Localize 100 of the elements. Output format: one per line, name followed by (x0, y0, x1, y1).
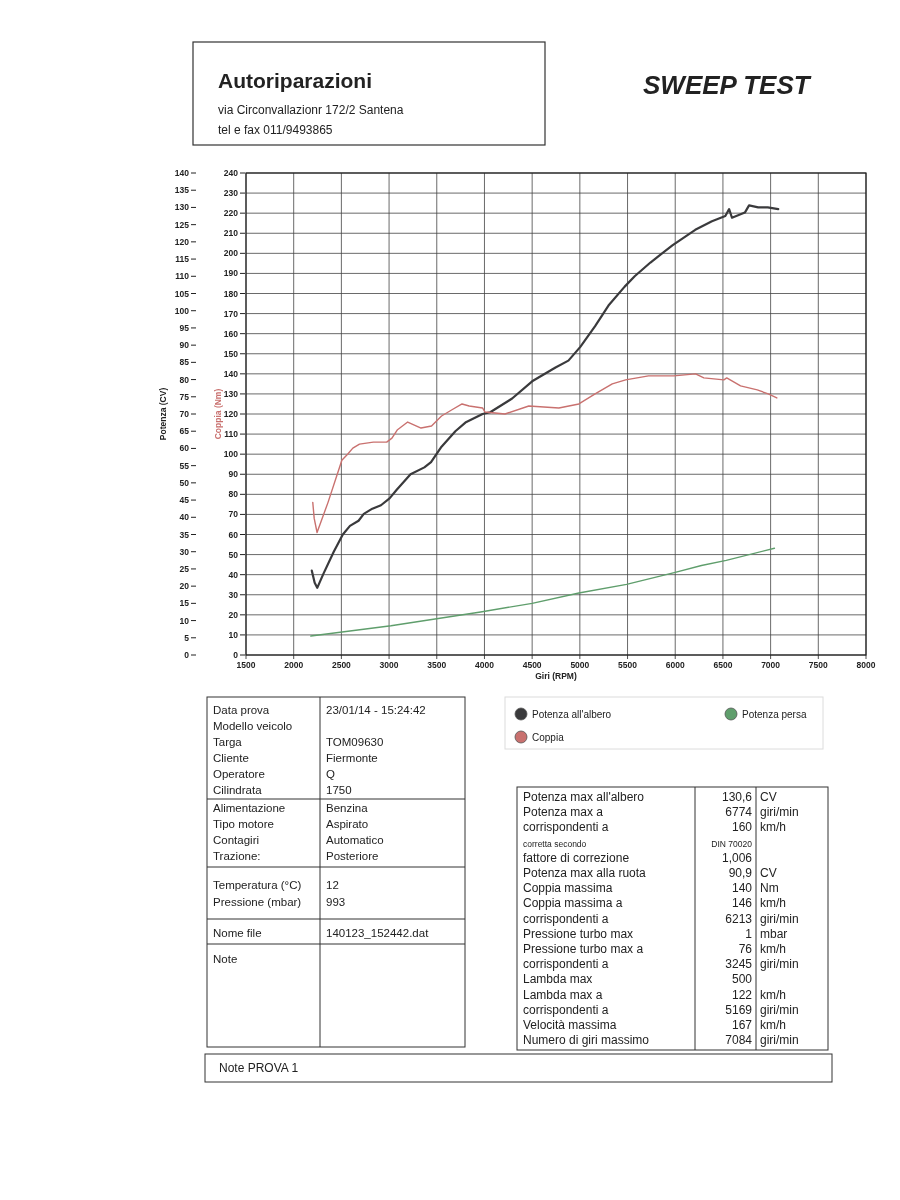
text: Numero di giri massimo (523, 1033, 650, 1048)
text: 76 (738, 942, 753, 956)
text: 5169 (725, 1002, 753, 1017)
chart-title: SWEEP TEST (643, 70, 812, 100)
text: Coppia massima a (523, 896, 623, 911)
text: Targa (213, 736, 243, 748)
text: km/h (760, 942, 787, 956)
y2-tick-label: 85 (179, 357, 190, 368)
y-tick-label: 190 (223, 268, 239, 279)
text: giri/min (760, 805, 799, 820)
y-tick-label: 140 (223, 368, 239, 379)
text: Velocità massima (523, 1018, 617, 1032)
legend-label: Potenza persa (742, 708, 807, 720)
y2-tick-label: 60 (179, 443, 190, 454)
y2-tick-label: 95 (179, 322, 190, 333)
text: fattore di correzione (523, 850, 630, 865)
x-tick-label: 7500 (808, 660, 829, 670)
y2-tick-label: 50 (179, 477, 190, 488)
text: giri/min (760, 1033, 799, 1048)
y2-tick-label: 0 (184, 650, 190, 660)
text: Trazione: (213, 850, 261, 862)
line-series (312, 373, 778, 534)
text: Alimentazione (213, 802, 286, 814)
x-tick-label: 4500 (522, 660, 542, 670)
y-tick-label: 60 (228, 529, 239, 540)
y-tick-label: 70 (228, 509, 239, 520)
text: 1 (745, 926, 753, 941)
y-tick-label: 210 (223, 228, 239, 239)
x-tick-label: 6000 (665, 660, 685, 670)
text: CV (760, 790, 777, 804)
x-tick-label: 4000 (475, 660, 495, 670)
y-tick-label: 170 (223, 308, 239, 319)
y-tick-label: 120 (223, 409, 239, 419)
text: Contagiri (213, 834, 260, 846)
text: 146 (731, 896, 753, 911)
y2-tick-label: 25 (179, 563, 190, 574)
y2-tick-label: 75 (179, 391, 190, 402)
y-tick-label: 90 (228, 469, 239, 480)
y2-tick-label: 120 (174, 236, 190, 247)
text: corrispondenti a (523, 1002, 609, 1017)
y2-tick-label: 125 (174, 219, 190, 230)
text: km/h (760, 820, 787, 835)
legend-label: Potenza all'albero (532, 708, 612, 720)
text: km/h (760, 1018, 787, 1032)
y2-tick-label: 90 (179, 340, 190, 351)
text: CV (760, 866, 777, 880)
x-tick-label: 2000 (284, 660, 304, 670)
x-axis-title: Giri (RPM) (535, 671, 577, 681)
y2-tick-label: 5 (184, 632, 190, 643)
text: Benzina (326, 802, 369, 814)
text: Cilindrata (213, 784, 263, 796)
y2-tick-label: 70 (179, 409, 190, 419)
text: Temperatura (°C) (213, 879, 302, 891)
y-tick-label: 30 (228, 589, 239, 600)
y2-tick-label: 140 (174, 168, 190, 178)
text: via Circonvallazionr 172/2 Santena (218, 103, 404, 117)
y-tick-label: 80 (228, 489, 239, 500)
y2-tick-label: 10 (179, 615, 190, 626)
y-tick-label: 160 (223, 328, 239, 339)
text: Fiermonte (326, 752, 378, 764)
text: Modello veicolo (213, 720, 293, 732)
text: km/h (760, 987, 787, 1002)
text: DIN 70020 (711, 838, 753, 849)
y2-tick-label: 35 (179, 529, 190, 540)
text: 90,9 (728, 866, 753, 880)
text: Data prova (213, 704, 270, 716)
text: Tipo motore (213, 818, 274, 830)
y-tick-label: 150 (223, 348, 239, 359)
text: 167 (731, 1018, 753, 1032)
y2-tick-label: 45 (179, 495, 190, 506)
text: Cliente (213, 752, 249, 764)
y2-tick-label: 65 (179, 426, 190, 437)
text: giri/min (760, 911, 799, 926)
y2-tick-label: 130 (174, 202, 190, 213)
y-tick-label: 100 (223, 449, 239, 460)
text: corrispondenti a (523, 957, 609, 972)
y2-tick-label: 135 (174, 185, 190, 196)
y2-tick-label: 110 (175, 271, 190, 282)
x-tick-label: 2500 (331, 660, 352, 670)
text: 1750 (326, 784, 352, 796)
text: giri/min (760, 957, 799, 972)
y2-tick-label: 115 (175, 254, 190, 265)
legend-label: Coppia (532, 731, 565, 743)
text: Q (326, 768, 335, 780)
y2-tick-label: 80 (179, 374, 190, 385)
text: Note (213, 953, 238, 965)
y-tick-label: 240 (223, 168, 239, 178)
y2-tick-label: 40 (179, 512, 190, 523)
text: 6774 (725, 805, 753, 820)
y2-tick-label: 55 (179, 460, 190, 471)
text: Lambda max a (523, 987, 603, 1002)
text: Nome file (213, 927, 262, 939)
x-tick-label: 5500 (618, 660, 638, 670)
text: 23/01/14 - 15:24:42 (326, 704, 426, 716)
text: Automatico (326, 834, 384, 846)
text: 130,6 (721, 790, 753, 804)
text: Lambda max (523, 972, 593, 987)
text: 7084 (725, 1033, 753, 1048)
y-tick-label: 50 (228, 549, 239, 560)
x-tick-label: 5000 (570, 660, 590, 670)
